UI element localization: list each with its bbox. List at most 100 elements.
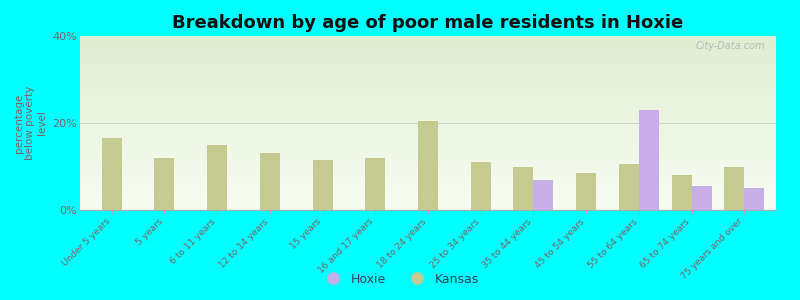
Bar (80, 127, 776, 128)
Bar (80, 126, 776, 127)
Bar (80, 48, 776, 49)
Bar (80, 87, 776, 88)
Bar (80, 56, 776, 57)
Bar (80, 85, 776, 86)
Bar (80, 93, 776, 94)
Bar (80, 162, 776, 163)
Bar (80, 209, 776, 210)
Y-axis label: percentage
below poverty
level: percentage below poverty level (14, 86, 47, 160)
Bar (80, 110, 776, 111)
Bar (80, 144, 776, 145)
Bar (80, 193, 776, 194)
Bar (80, 74, 776, 75)
Bar (80, 120, 776, 121)
Bar (80, 141, 776, 142)
Bar (80, 167, 776, 168)
Bar (80, 181, 776, 182)
Bar (80, 160, 776, 161)
Bar (80, 199, 776, 200)
Bar (80, 194, 776, 195)
Bar (80, 44, 776, 45)
Bar (672, 175, 692, 210)
Bar (80, 90, 776, 91)
Bar (80, 155, 776, 156)
Bar (80, 114, 776, 115)
Bar (80, 128, 776, 129)
Bar (80, 78, 776, 79)
Bar (80, 203, 776, 204)
Bar (619, 164, 639, 210)
Bar (80, 82, 776, 83)
Bar (80, 171, 776, 172)
Bar (80, 112, 776, 113)
Bar (80, 99, 776, 100)
Bar (80, 134, 776, 135)
Bar (80, 159, 776, 160)
Bar (80, 86, 776, 87)
Bar (80, 146, 776, 147)
Bar (80, 168, 776, 169)
Bar (80, 113, 776, 114)
Bar (80, 191, 776, 192)
Bar (80, 45, 776, 46)
Bar (80, 102, 776, 103)
Bar (80, 39, 776, 40)
Bar (80, 38, 776, 39)
Bar (80, 165, 776, 166)
Bar (80, 77, 776, 78)
Bar (80, 55, 776, 56)
Bar (80, 88, 776, 89)
Bar (724, 167, 744, 210)
Bar (80, 57, 776, 58)
Bar (80, 197, 776, 198)
Bar (80, 174, 776, 175)
Bar (80, 51, 776, 52)
Bar (80, 124, 776, 125)
Bar (80, 201, 776, 202)
Bar (80, 143, 776, 144)
Bar (80, 123, 776, 124)
Bar (80, 205, 776, 206)
Bar (80, 156, 776, 157)
Bar (80, 182, 776, 183)
Bar (80, 80, 776, 81)
Bar (80, 152, 776, 153)
Bar (80, 189, 776, 190)
Bar (80, 73, 776, 74)
Legend: Hoxie, Kansas: Hoxie, Kansas (316, 268, 484, 291)
Bar (80, 169, 776, 170)
Bar (80, 104, 776, 105)
Bar (80, 65, 776, 66)
Bar (80, 41, 776, 42)
Bar (534, 179, 554, 210)
Bar (80, 79, 776, 80)
Bar (80, 204, 776, 205)
Bar (418, 121, 438, 210)
Bar (80, 108, 776, 109)
Bar (80, 188, 776, 189)
Bar (514, 167, 534, 210)
Bar (80, 175, 776, 176)
Bar (80, 62, 776, 63)
Bar (80, 149, 776, 150)
Bar (80, 208, 776, 209)
Bar (80, 147, 776, 148)
Bar (80, 163, 776, 164)
Bar (80, 89, 776, 90)
Bar (80, 97, 776, 98)
Bar (80, 47, 776, 48)
Bar (80, 106, 776, 107)
Bar (80, 137, 776, 138)
Bar (80, 71, 776, 72)
Bar (80, 46, 776, 47)
Bar (80, 36, 776, 37)
Bar (80, 196, 776, 197)
Bar (80, 83, 776, 84)
Bar (80, 153, 776, 154)
Bar (80, 100, 776, 101)
Bar (154, 158, 174, 210)
Bar (80, 92, 776, 93)
Bar (80, 91, 776, 92)
Bar (80, 125, 776, 126)
Bar (80, 111, 776, 112)
